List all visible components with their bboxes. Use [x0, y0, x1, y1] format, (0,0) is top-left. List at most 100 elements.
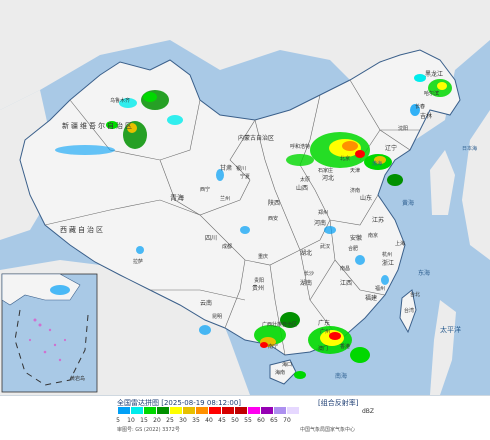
legend-swatch — [287, 407, 299, 414]
legend-unit: dBZ — [362, 408, 375, 415]
legend-tick: 15 — [140, 417, 148, 424]
label-changsha: 长沙 — [304, 270, 314, 277]
label-taiwan: 台湾 — [404, 307, 414, 314]
label-wuhan: 武汉 — [320, 243, 330, 250]
label-nanhai: 南海 — [335, 372, 347, 380]
legend-tick: 60 — [257, 417, 265, 424]
echo-south-china — [254, 312, 370, 379]
label-hefei: 合肥 — [348, 245, 358, 252]
producer-label: 中国气象局国家气象中心 — [300, 427, 356, 433]
label-xizang: 西藏自治区 — [60, 225, 105, 234]
legend-swatch — [196, 407, 208, 414]
label-yinchuan: 银川 — [236, 165, 246, 172]
label-changchun: 长春 — [415, 103, 425, 110]
label-anhui: 安徽 — [350, 234, 362, 242]
legend-tick: 5 — [116, 417, 120, 424]
label-urumqi: 乌鲁木齐 — [110, 97, 130, 104]
legend-tick: 40 — [205, 417, 213, 424]
label-shijiazhuang: 石家庄 — [318, 167, 333, 174]
legend-tick: 65 — [270, 417, 278, 424]
legend-tick: 70 — [283, 417, 291, 424]
taiwan-island — [399, 289, 417, 334]
legend-swatch — [274, 407, 286, 414]
legend-swatch — [170, 407, 182, 414]
label-kunming: 昆明 — [212, 314, 222, 320]
label-huangyan: 黄岩岛 — [70, 375, 85, 382]
legend-title: 全国雷达拼图 [2025-08-19 08:12:00] — [117, 399, 242, 407]
label-shandong: 山东 — [360, 194, 372, 202]
echo-north-china — [286, 132, 403, 186]
legend-swatch — [235, 407, 247, 414]
label-liaoning: 辽宁 — [385, 144, 397, 152]
label-jinan: 济南 — [350, 187, 360, 194]
china-radar-map: 新疆维吾尔自治区 乌鲁木齐 西藏自治区 拉萨 青海 西宁 甘肃 兰州 内蒙古自治… — [0, 0, 490, 395]
label-hainan: 海南 — [275, 369, 285, 376]
label-nanning: 南宁 — [268, 343, 278, 350]
label-shaanxi: 陕西 — [268, 199, 280, 207]
neighbor-land-north — [0, 0, 490, 150]
label-hangzhou: 杭州 — [382, 251, 392, 258]
label-chongqing: 重庆 — [258, 253, 268, 260]
map-labels: 新疆维吾尔自治区 乌鲁木齐 西藏自治区 拉萨 青海 西宁 甘肃 兰州 内蒙古自治… — [60, 70, 477, 382]
label-taipingyang: 太平洋 — [440, 325, 461, 334]
label-guizhou: 贵州 — [252, 284, 264, 292]
legend-swatch — [222, 407, 234, 414]
label-macau: 澳门 — [318, 345, 328, 352]
philippines-land — [430, 300, 456, 395]
label-sichuan: 四川 — [205, 235, 217, 242]
legend-tick: 55 — [244, 417, 252, 424]
label-hongkong: 香港 — [340, 343, 350, 350]
inset-islands — [28, 318, 67, 362]
label-hubei: 湖北 — [300, 249, 312, 257]
legend-tick: 45 — [218, 417, 226, 424]
label-huhehaote: 呼和浩特 — [290, 143, 310, 150]
label-tianjin: 天津 — [350, 167, 360, 174]
label-ningxia: 宁夏 — [240, 173, 250, 180]
label-shanxi: 山西 — [296, 184, 308, 192]
label-jiangsu: 江苏 — [372, 216, 384, 224]
label-fujian: 福建 — [365, 294, 377, 302]
legend-swatch — [157, 407, 169, 414]
legend-swatch — [144, 407, 156, 414]
label-yunnan: 云南 — [200, 299, 212, 307]
legend-swatch — [248, 407, 260, 414]
echo-scattered — [50, 169, 389, 335]
label-beijing: 北京 — [340, 155, 350, 162]
label-chengdu: 成都 — [222, 243, 232, 250]
label-guangzhou: 广州 — [320, 328, 330, 335]
label-zhengzhou: 郑州 — [318, 209, 328, 216]
legend-swatch — [261, 407, 273, 414]
label-nanjing: 南京 — [368, 232, 378, 239]
echo-xinjiang-north — [55, 90, 183, 155]
echo-northeast — [410, 74, 452, 116]
nine-dash-line — [14, 309, 89, 386]
label-guangdong: 广东 — [318, 319, 330, 327]
legend-product: [组合反射率] — [318, 399, 359, 407]
label-hebei: 河北 — [322, 174, 334, 182]
label-haerbin: 哈尔滨 — [424, 90, 439, 97]
label-heilongjiang: 黑龙江 — [425, 70, 443, 78]
label-lanzhou: 兰州 — [220, 195, 230, 202]
label-xinjiang: 新疆维吾尔自治区 — [62, 121, 134, 130]
legend-panel: 全国雷达拼图 [2025-08-19 08:12:00] [组合反射率] 5 10… — [0, 395, 490, 440]
label-huanghai: 黄海 — [402, 199, 414, 207]
label-bohai: 渤海 — [372, 160, 382, 167]
label-guangxi: 广西壮族自治区 — [262, 321, 297, 328]
label-jiangxi: 江西 — [340, 280, 352, 287]
korea-japan-land — [430, 110, 490, 260]
label-nanchang: 南昌 — [340, 265, 350, 272]
legend-swatch — [209, 407, 221, 414]
hainan-island — [269, 359, 297, 385]
label-shenyang: 沈阳 — [398, 125, 408, 132]
label-gansu: 甘肃 — [220, 164, 232, 172]
label-xining: 西宁 — [200, 186, 210, 193]
label-riben: 日本海 — [462, 145, 477, 152]
legend-tick: 35 — [192, 417, 200, 424]
legend-swatch — [183, 407, 195, 414]
inset-coast — [1, 273, 81, 306]
label-xian: 西安 — [268, 215, 278, 222]
label-qinghai: 青海 — [170, 193, 184, 202]
label-shanghai: 上海 — [395, 240, 405, 247]
legend-tick: 50 — [231, 417, 239, 424]
